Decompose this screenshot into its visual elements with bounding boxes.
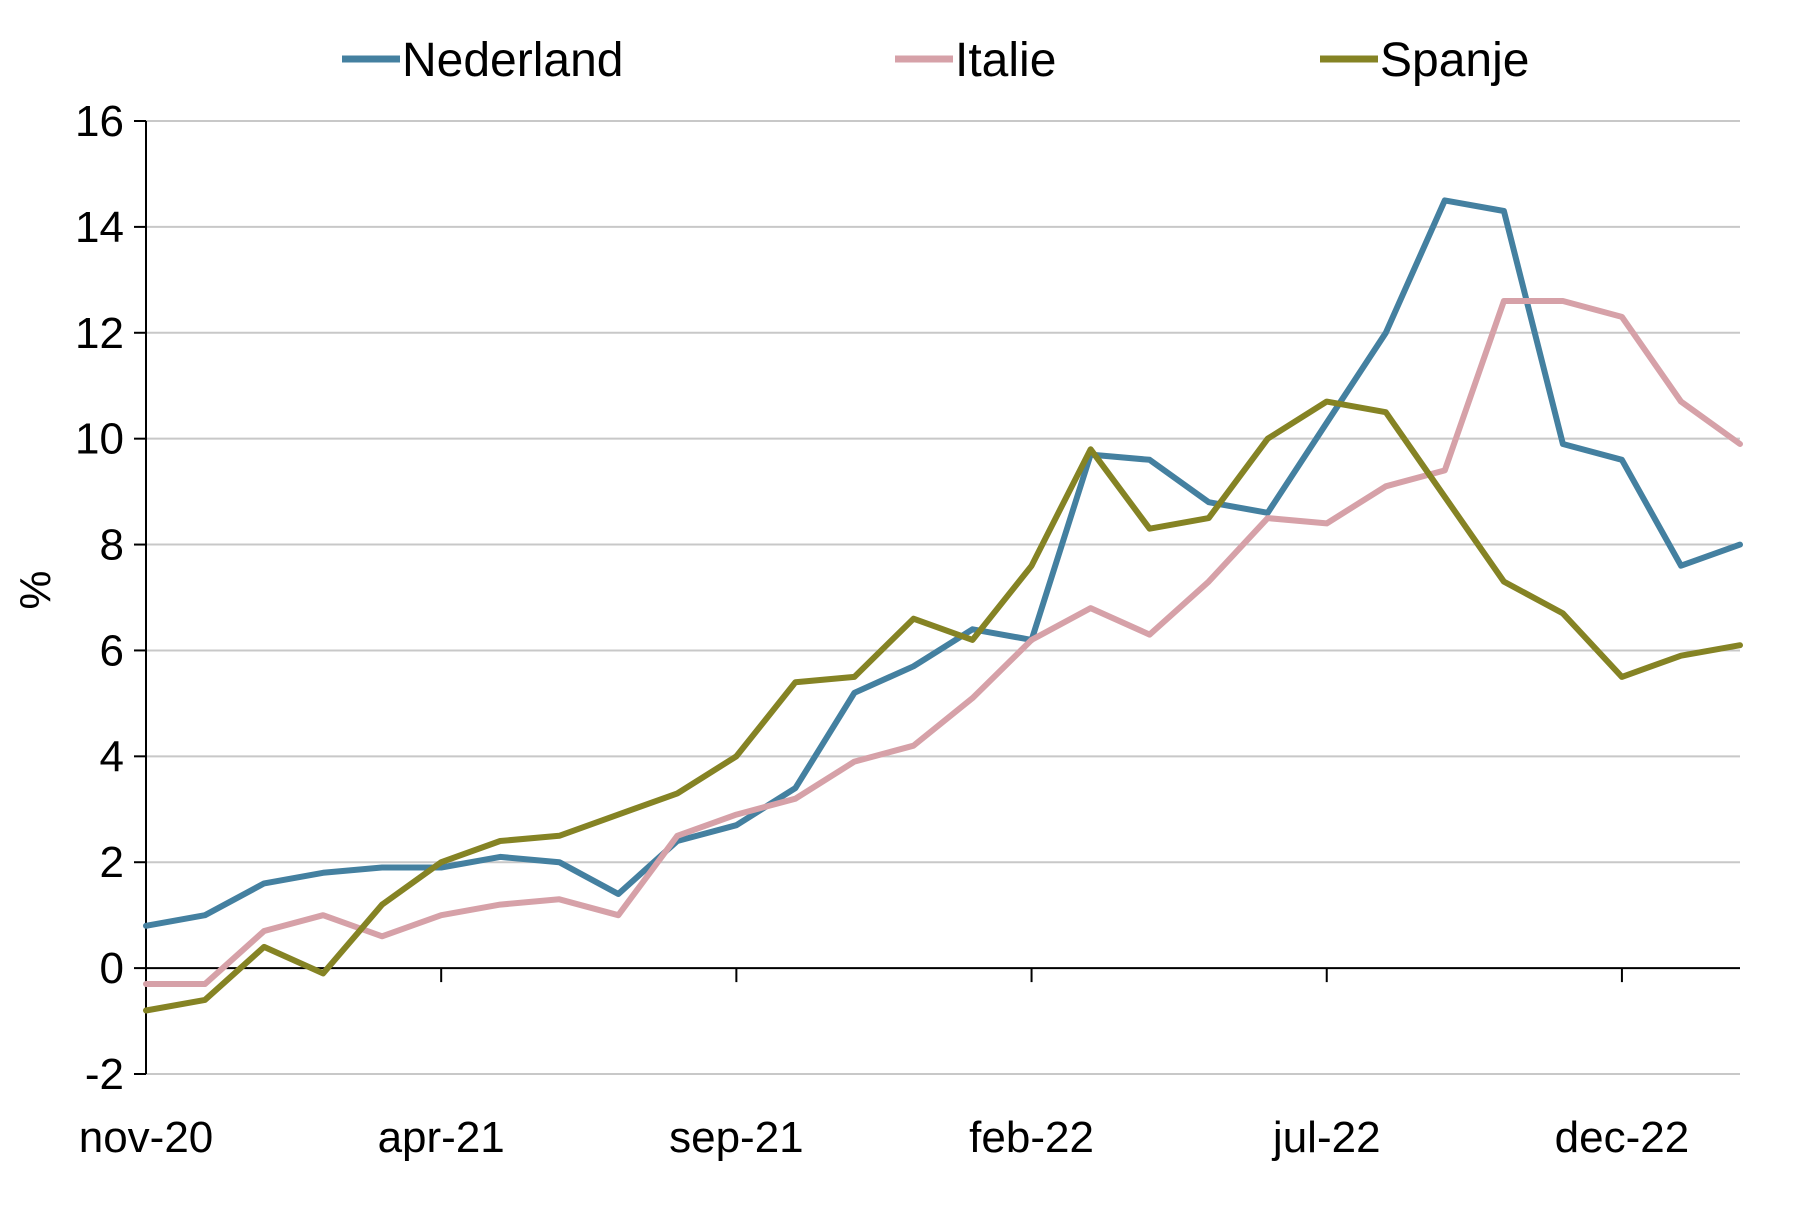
legend-label: Nederland (402, 34, 623, 87)
axes (145, 121, 1740, 1074)
gridlines (146, 120, 1740, 1075)
legend: Nederland Italie Spanje (342, 34, 1529, 87)
x-tick-label: apr-21 (378, 1113, 505, 1162)
y-axis-title: % (11, 570, 60, 609)
y-tick-label: 14 (75, 203, 124, 252)
series-lines (143, 197, 1743, 1014)
x-tick-label: feb-22 (969, 1113, 1094, 1162)
series-line-italie (143, 298, 1743, 987)
x-tick-label: jul-22 (1271, 1113, 1381, 1162)
x-axis-ticks: nov-20 apr-21 sep-21 feb-22 jul-22 dec-22 (79, 968, 1689, 1162)
y-axis-ticks: 16 14 12 10 8 6 4 2 0 -2 (75, 97, 146, 1099)
legend-label: Italie (955, 34, 1056, 87)
series-line-spanje (143, 398, 1743, 1014)
y-tick-label: 10 (75, 415, 124, 464)
legend-item-nederland: Nederland (342, 34, 623, 87)
x-tick-label: dec-22 (1555, 1113, 1690, 1162)
y-tick-label: -2 (85, 1050, 124, 1099)
x-tick-label: nov-20 (79, 1113, 214, 1162)
y-tick-label: 8 (100, 521, 124, 570)
legend-item-spanje: Spanje (1320, 34, 1529, 87)
series-line-nederland (143, 197, 1743, 929)
y-tick-label: 12 (75, 309, 124, 358)
y-tick-label: 4 (100, 732, 124, 781)
y-tick-label: 6 (100, 626, 124, 675)
y-tick-label: 0 (100, 944, 124, 993)
y-tick-label: 2 (100, 838, 124, 887)
legend-label: Spanje (1380, 34, 1529, 87)
legend-item-italie: Italie (895, 34, 1056, 87)
x-tick-label: sep-21 (669, 1113, 804, 1162)
y-tick-label: 16 (75, 97, 124, 146)
